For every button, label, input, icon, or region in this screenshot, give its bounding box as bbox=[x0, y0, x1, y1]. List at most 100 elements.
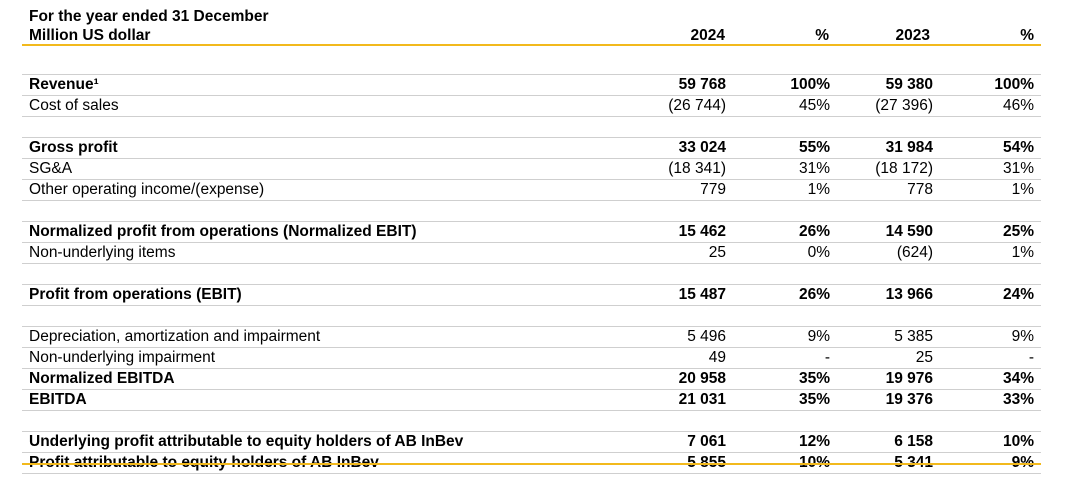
table-row: Normalized EBITDA 20 958 35% 19 976 34% bbox=[22, 368, 1041, 390]
row-label: Normalized profit from operations (Norma… bbox=[22, 221, 622, 243]
value-2024: 15 487 bbox=[622, 284, 726, 306]
pct-2024: 31% bbox=[726, 158, 830, 180]
col-header-pct-2024: % bbox=[815, 27, 829, 44]
pct-2024 bbox=[726, 200, 830, 222]
pct-2024: 100% bbox=[726, 74, 830, 96]
row-label: Depreciation, amortization and impairmen… bbox=[22, 326, 622, 348]
table-row: Gross profit 33 024 55% 31 984 54% bbox=[22, 137, 1041, 159]
value-2024: 25 bbox=[622, 242, 726, 264]
table-row: Profit from operations (EBIT) 15 487 26% 13… bbox=[22, 284, 1041, 306]
value-2024: 7 061 bbox=[622, 431, 726, 453]
row-label: Revenue¹ bbox=[22, 74, 622, 96]
pct-2024 bbox=[726, 410, 830, 432]
value-2023 bbox=[830, 410, 933, 432]
row-label: Profit from operations (EBIT) bbox=[22, 284, 622, 306]
table-row: Other operating income/(expense) 779 1% 778… bbox=[22, 179, 1041, 201]
pct-2023 bbox=[933, 263, 1041, 285]
value-2024: 59 768 bbox=[622, 74, 726, 96]
value-2024 bbox=[622, 200, 726, 222]
pct-2024 bbox=[726, 263, 830, 285]
table-row: Depreciation, amortization and impairmen… bbox=[22, 326, 1041, 348]
value-2023: 59 380 bbox=[830, 74, 933, 96]
pct-2024 bbox=[726, 305, 830, 327]
pct-2024: 12% bbox=[726, 431, 830, 453]
value-2023: 13 966 bbox=[830, 284, 933, 306]
row-label: Non-underlying items bbox=[22, 242, 622, 264]
spacer-row bbox=[22, 305, 1041, 327]
row-label: Normalized EBITDA bbox=[22, 368, 622, 390]
row-label bbox=[22, 410, 622, 432]
period-caption: For the year ended 31 December bbox=[29, 8, 269, 25]
table-row: SG&A (18 341) 31% (18 172) 31% bbox=[22, 158, 1041, 180]
row-label bbox=[22, 116, 622, 138]
value-2023: 19 376 bbox=[830, 389, 933, 411]
value-2024: 779 bbox=[622, 179, 726, 201]
income-statement-table: Revenue¹ 59 768 100% 59 380 100% Cost of sale… bbox=[22, 54, 1041, 474]
col-header-2024: 2024 bbox=[690, 27, 725, 44]
spacer-row bbox=[22, 116, 1041, 138]
pct-2023: 31% bbox=[933, 158, 1041, 180]
spacer-row bbox=[22, 200, 1041, 222]
value-2024 bbox=[622, 116, 726, 138]
value-2023 bbox=[830, 54, 933, 75]
pct-2023: 46% bbox=[933, 95, 1041, 117]
pct-2024: 35% bbox=[726, 389, 830, 411]
row-label: Gross profit bbox=[22, 137, 622, 159]
table-row: Normalized profit from operations (Norma… bbox=[22, 221, 1041, 243]
pct-2024: 26% bbox=[726, 221, 830, 243]
col-header-pct-2023: % bbox=[1020, 27, 1034, 44]
value-2023: (18 172) bbox=[830, 158, 933, 180]
row-label: Non-underlying impairment bbox=[22, 347, 622, 369]
row-label: Other operating income/(expense) bbox=[22, 179, 622, 201]
pct-2023: 1% bbox=[933, 242, 1041, 264]
pct-2023 bbox=[933, 410, 1041, 432]
pct-2023 bbox=[933, 305, 1041, 327]
row-label: SG&A bbox=[22, 158, 622, 180]
unit-header-row: Million US dollar 2024 % 2023 % bbox=[29, 26, 1041, 45]
table-row: Revenue¹ 59 768 100% 59 380 100% bbox=[22, 74, 1041, 96]
pct-2024 bbox=[726, 116, 830, 138]
pct-2024: 26% bbox=[726, 284, 830, 306]
value-2023: 31 984 bbox=[830, 137, 933, 159]
spacer-row bbox=[22, 263, 1041, 285]
row-label bbox=[22, 263, 622, 285]
row-label: EBITDA bbox=[22, 389, 622, 411]
pct-2023: 33% bbox=[933, 389, 1041, 411]
value-2024 bbox=[622, 305, 726, 327]
pct-2024: 55% bbox=[726, 137, 830, 159]
row-label bbox=[22, 305, 622, 327]
pct-2024: - bbox=[726, 347, 830, 369]
pct-2024: 0% bbox=[726, 242, 830, 264]
value-2023: 5 385 bbox=[830, 326, 933, 348]
value-2023: (27 396) bbox=[830, 95, 933, 117]
value-2023: (624) bbox=[830, 242, 933, 264]
pct-2023 bbox=[933, 116, 1041, 138]
table-row: EBITDA 21 031 35% 19 376 33% bbox=[22, 389, 1041, 411]
value-2023: 25 bbox=[830, 347, 933, 369]
pct-2024: 45% bbox=[726, 95, 830, 117]
row-label: Underlying profit attributable to equity… bbox=[22, 431, 622, 453]
pct-2023 bbox=[933, 54, 1041, 75]
pct-2023: 34% bbox=[933, 368, 1041, 390]
value-2024: 15 462 bbox=[622, 221, 726, 243]
row-label bbox=[22, 200, 622, 222]
pct-2023: 1% bbox=[933, 179, 1041, 201]
value-2024 bbox=[622, 263, 726, 285]
footer-rule bbox=[22, 463, 1041, 465]
row-label bbox=[22, 54, 622, 75]
value-2023 bbox=[830, 305, 933, 327]
value-2024: 33 024 bbox=[622, 137, 726, 159]
header-rule bbox=[22, 44, 1041, 46]
value-2024 bbox=[622, 410, 726, 432]
value-2024: (18 341) bbox=[622, 158, 726, 180]
value-2023: 6 158 bbox=[830, 431, 933, 453]
value-2023 bbox=[830, 263, 933, 285]
pct-2024: 9% bbox=[726, 326, 830, 348]
value-2024 bbox=[622, 54, 726, 75]
value-2023: 19 976 bbox=[830, 368, 933, 390]
pct-2023: 54% bbox=[933, 137, 1041, 159]
pct-2023: 10% bbox=[933, 431, 1041, 453]
col-header-2023: 2023 bbox=[895, 27, 930, 44]
value-2023: 14 590 bbox=[830, 221, 933, 243]
value-2024: 21 031 bbox=[622, 389, 726, 411]
